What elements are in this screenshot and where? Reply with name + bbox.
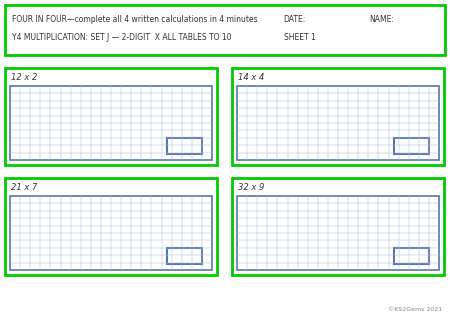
Text: 12 x 2: 12 x 2 (11, 73, 37, 82)
Bar (166, 248, 202, 264)
Text: NAME:: NAME: (369, 15, 394, 24)
Bar (394, 248, 429, 264)
Bar (166, 138, 202, 154)
Text: DATE:: DATE: (284, 15, 306, 24)
Bar (237, 86, 439, 160)
Text: SHEET 1: SHEET 1 (284, 33, 315, 42)
Text: 14 x 4: 14 x 4 (238, 73, 265, 82)
Bar (5, 68, 217, 165)
Bar (232, 68, 444, 165)
Bar (10, 196, 212, 270)
Text: FOUR IN FOUR—complete all 4 written calculations in 4 minutes: FOUR IN FOUR—complete all 4 written calc… (12, 15, 257, 24)
Bar (5, 178, 217, 275)
Text: 32 x 9: 32 x 9 (238, 183, 265, 192)
Text: Y4 MULTIPLICATION: SET J — 2-DIGIT  X ALL TABLES TO 10: Y4 MULTIPLICATION: SET J — 2-DIGIT X ALL… (12, 33, 231, 42)
Bar (232, 178, 444, 275)
Bar (394, 138, 429, 154)
Text: 21 x 7: 21 x 7 (11, 183, 37, 192)
Bar (5, 5, 445, 55)
Bar (237, 196, 439, 270)
Bar (10, 86, 212, 160)
Text: ©KS2Gems 2021: ©KS2Gems 2021 (388, 307, 442, 312)
